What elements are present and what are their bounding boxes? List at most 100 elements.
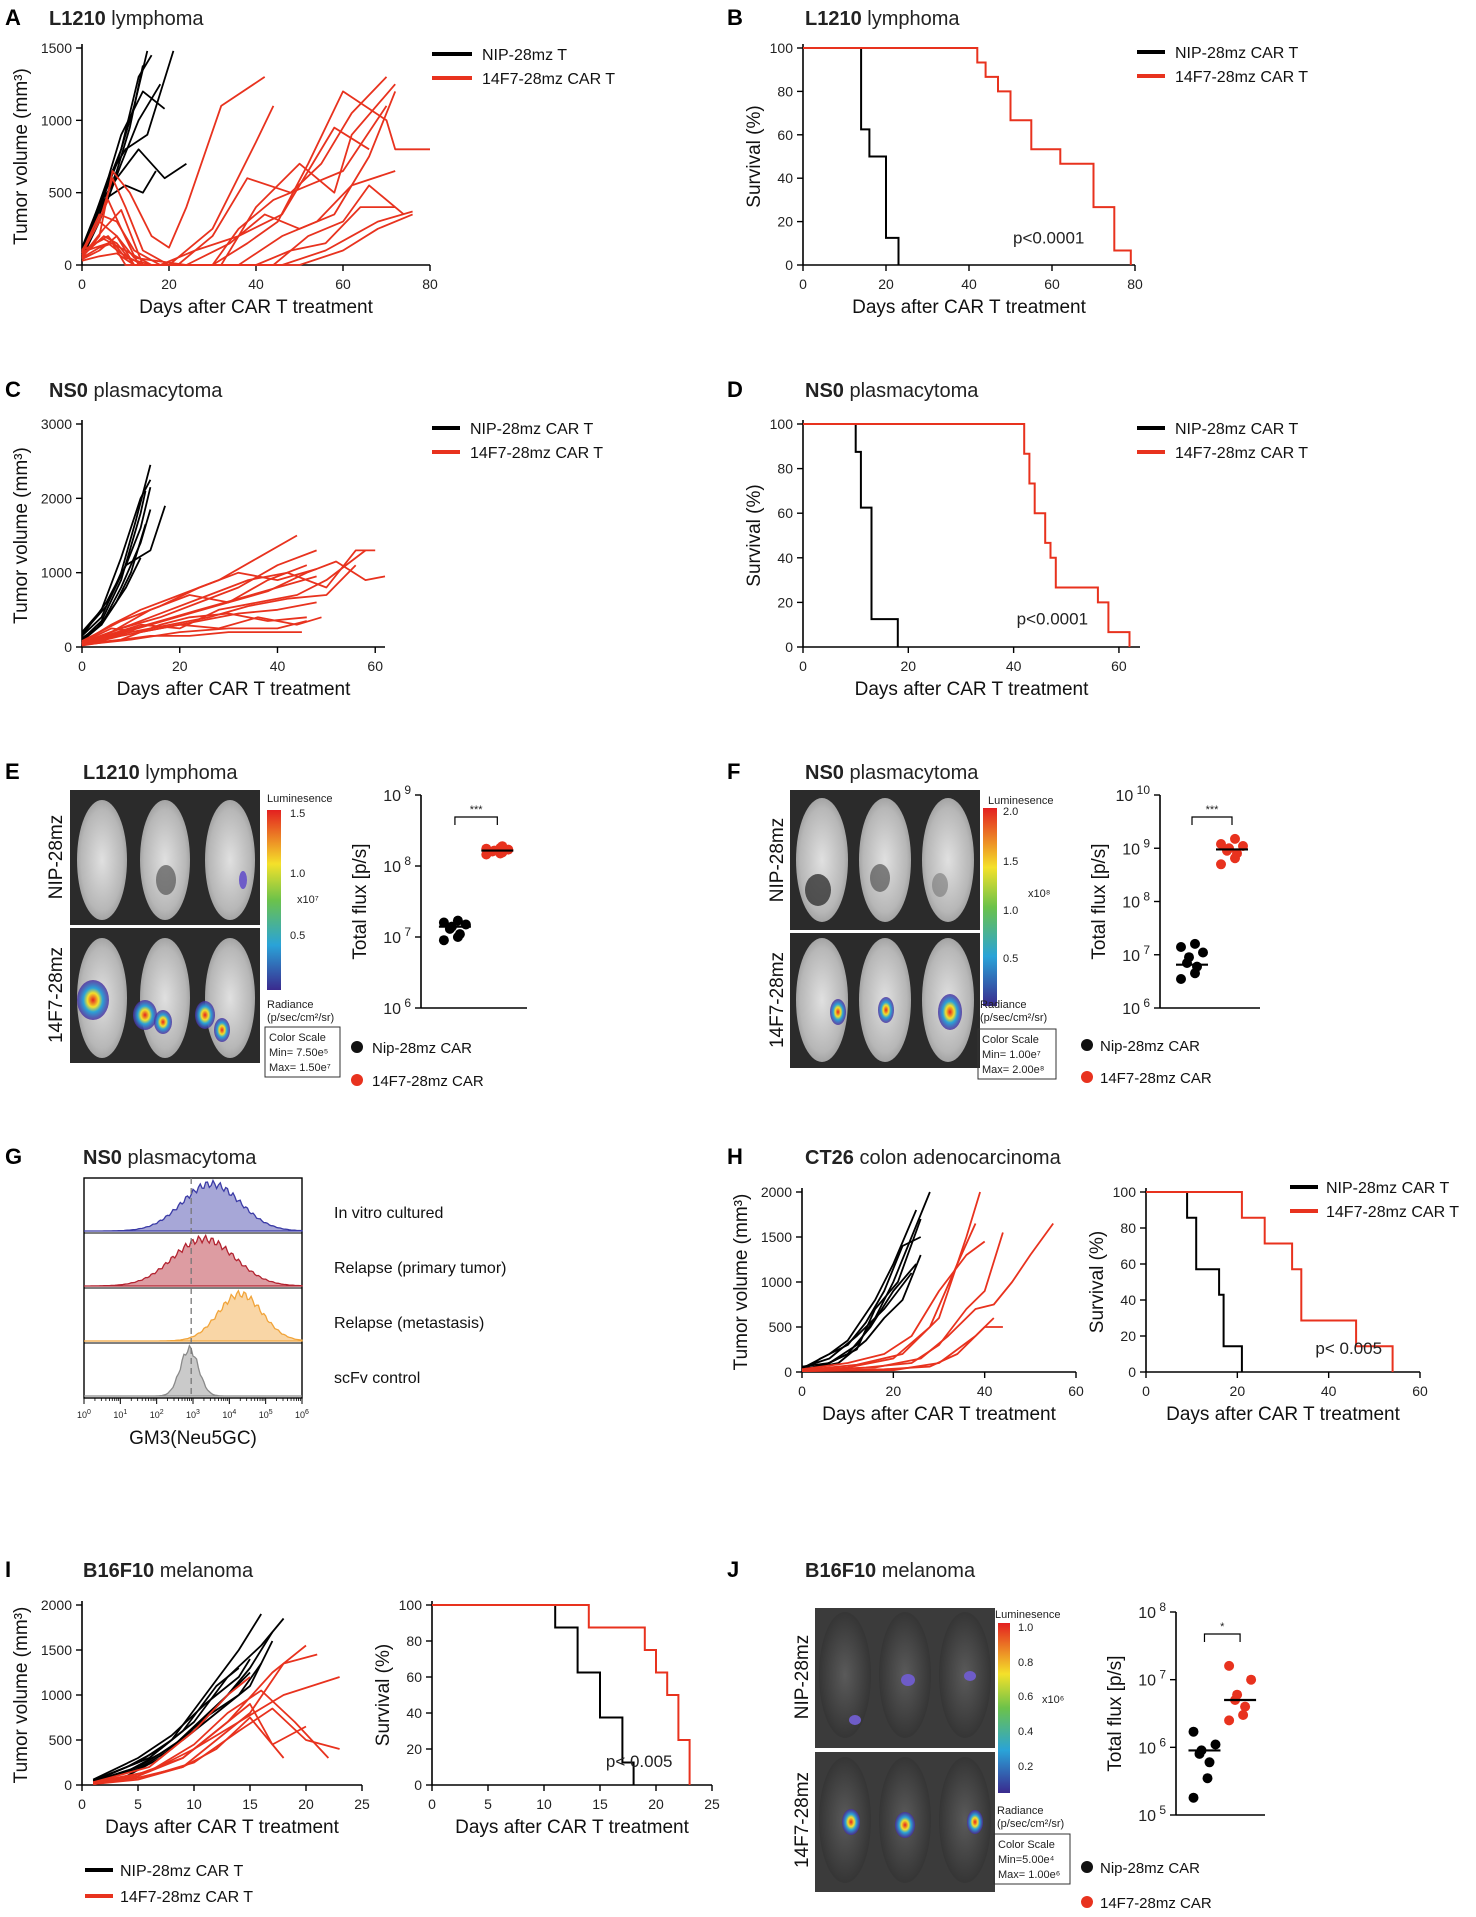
series-line	[801, 1240, 986, 1371]
chart-i-tumor-volume: 0 5 10 15 20 25 0 500 1000 1500 2000 Days after CAR…	[11, 1597, 370, 1838]
series-line	[81, 557, 142, 641]
panel-label-e: E	[5, 759, 20, 784]
luminescence-spot	[849, 1715, 861, 1725]
colorbar-tick: 0.4	[1018, 1726, 1033, 1738]
panel-f-header: F NS0 plasmacytoma	[727, 759, 979, 784]
imaging-f: NIP-28mz 14F7-28mz Luminesence 2.0 1.5 x…	[767, 790, 1057, 1080]
series-line	[81, 549, 367, 645]
histogram-series	[84, 1289, 303, 1342]
x-tick-label: 60	[1412, 1383, 1428, 1399]
x-axis-label: Days after CAR T treatment	[855, 679, 1089, 700]
x-tick-label: 106	[295, 1409, 309, 1420]
y-tick-label: 10 6	[1138, 1735, 1166, 1757]
panel-d-header: D NS0 plasmacytoma	[727, 377, 979, 402]
imaging-f-color-bar	[983, 808, 997, 1006]
imaging-e-row1-label: NIP-28mz	[46, 815, 67, 899]
luminescence-spot	[133, 1000, 157, 1030]
luminescence-spot	[964, 1671, 976, 1681]
legend-f-label-14f7: 14F7-28mz CAR	[1100, 1070, 1212, 1087]
y-tick-label: 100	[1113, 1184, 1137, 1200]
y-axis-label: Survival (%)	[373, 1644, 394, 1746]
x-tick-label: 102	[150, 1409, 164, 1420]
histogram-series	[84, 1178, 303, 1232]
series-line	[81, 568, 317, 642]
panel-b-header: B L1210 lymphoma	[727, 5, 960, 30]
panel-i-header: I B16F10 melanoma	[5, 1557, 254, 1582]
legend-a-label-nip: NIP-28mz T	[482, 47, 567, 64]
x-tick-label: 0	[799, 276, 807, 292]
imaging-f-row1-label: NIP-28mz	[767, 818, 788, 902]
y-tick-label: 0	[785, 257, 793, 273]
histogram-series-label: scFv control	[334, 1370, 420, 1387]
data-point	[1232, 1689, 1243, 1700]
y-tick-label: 1000	[41, 1687, 72, 1703]
y-tick-label: 1500	[41, 1642, 72, 1658]
y-tick-label: 500	[49, 1732, 73, 1748]
y-axis-label: Total flux [p/s]	[1089, 843, 1110, 959]
x-tick-label: 80	[1127, 276, 1143, 292]
x-tick-label: 0	[1142, 1383, 1150, 1399]
y-axis-label: Total flux [p/s]	[1105, 1655, 1126, 1771]
survival-curve	[432, 1604, 635, 1785]
x-tick-label: 5	[484, 1796, 492, 1812]
y-axis-label: Total flux [p/s]	[350, 843, 371, 959]
legend-e-label-14f7: 14F7-28mz CAR	[372, 1073, 484, 1090]
imaging-e-luminescence-label: Luminesence	[267, 793, 332, 805]
series-line	[92, 1676, 251, 1784]
y-tick-label: 10 8	[1138, 1600, 1166, 1622]
data-point	[1246, 1674, 1257, 1685]
tumor-shadow	[932, 873, 948, 897]
y-tick-label: 80	[777, 83, 793, 99]
y-tick-label: 100	[770, 416, 794, 432]
y-tick-label: 10 7	[1138, 1668, 1166, 1690]
mouse-image	[205, 938, 255, 1058]
x-axis-label: GM3(Neu5GC)	[129, 1428, 257, 1449]
legend-j: Nip-28mz CAR 14F7-28mz CAR	[1081, 1860, 1212, 1912]
y-tick-label: 80	[1120, 1220, 1136, 1236]
y-tick-label: 40	[406, 1705, 422, 1721]
data-point	[1216, 859, 1226, 870]
x-tick-label: 15	[592, 1796, 608, 1812]
x-tick-label: 40	[248, 276, 264, 292]
data-point	[1190, 938, 1200, 949]
survival-curve	[803, 47, 900, 265]
y-tick-label: 10 6	[1122, 996, 1150, 1018]
histogram-series-label: In vitro cultured	[334, 1205, 443, 1222]
panel-j-title: B16F10 melanoma	[805, 1560, 976, 1582]
survival-curve	[432, 1604, 691, 1785]
x-tick-label: 101	[113, 1409, 127, 1420]
data-point	[497, 841, 508, 852]
y-tick-label: 40	[777, 550, 793, 566]
imaging-j: NIP-28mz 14F7-28mz Luminesence 1.0 0.8 0…	[792, 1608, 1071, 1892]
y-tick-label: 1000	[761, 1274, 792, 1290]
x-tick-label: 20	[901, 658, 917, 674]
significance-bracket	[1203, 1633, 1241, 1642]
x-tick-label: 105	[259, 1409, 273, 1420]
y-tick-label: 10 9	[1122, 836, 1150, 858]
y-tick-label: 10 7	[1122, 943, 1150, 965]
imaging-j-luminescence-label: Luminesence	[995, 1609, 1060, 1621]
luminescence-spot	[77, 980, 109, 1020]
y-tick-label: 60	[406, 1669, 422, 1685]
panel-e-title: L1210 lymphoma	[83, 762, 238, 784]
y-tick-label: 10 10	[1116, 783, 1151, 805]
series-line	[81, 170, 157, 251]
x-tick-label: 0	[78, 276, 86, 292]
panel-e-header: E L1210 lymphoma	[5, 759, 238, 784]
y-tick-label: 20	[406, 1741, 422, 1757]
data-point	[1188, 1792, 1199, 1803]
x-tick-label: 60	[1044, 276, 1060, 292]
data-point	[1176, 942, 1186, 952]
data-point	[1224, 843, 1234, 854]
imaging-f-row2-label: 14F7-28mz	[767, 952, 788, 1048]
imaging-f-color-scale-min: Min= 1.00e⁷	[982, 1049, 1041, 1061]
legend-a: NIP-28mz T 14F7-28mz CAR T	[432, 47, 615, 88]
legend-f-dot-nip	[1081, 1039, 1093, 1051]
mouse-image	[140, 938, 190, 1058]
chart-j-total-flux: 10 5 10 6 10 7 10 8 Total flux [p/s] *	[1105, 1600, 1265, 1825]
chart-g-histogram: In vitro cultured Relapse (primary tumor)…	[77, 1177, 506, 1449]
legend-e: Nip-28mz CAR 14F7-28mz CAR	[351, 1040, 484, 1090]
panel-d-title: NS0 plasmacytoma	[805, 380, 979, 402]
legend-h-label-14f7: 14F7-28mz CAR T	[1326, 1204, 1459, 1221]
y-tick-label: 0	[64, 257, 72, 273]
